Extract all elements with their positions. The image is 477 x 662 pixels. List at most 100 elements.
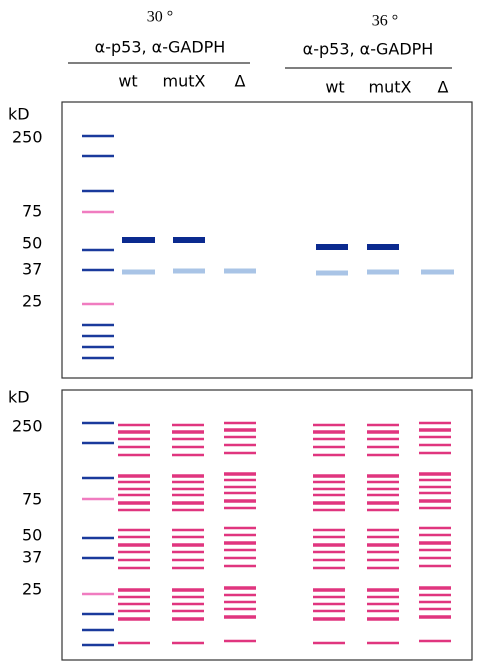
band <box>313 551 345 554</box>
unit-label: kD <box>8 388 30 407</box>
band <box>419 557 451 560</box>
band <box>224 549 256 552</box>
band <box>313 438 345 441</box>
band <box>313 567 345 570</box>
band <box>118 488 150 491</box>
marker-label: 250 <box>12 417 43 436</box>
band <box>172 488 204 491</box>
band <box>367 438 399 441</box>
band <box>367 617 399 621</box>
band <box>118 509 150 512</box>
band <box>367 270 399 275</box>
band <box>82 346 114 349</box>
band <box>172 567 204 570</box>
lane-label: mutX <box>369 78 412 97</box>
band <box>118 481 150 484</box>
band <box>172 551 204 554</box>
band <box>313 536 345 539</box>
band <box>172 509 204 512</box>
band <box>82 477 114 480</box>
band <box>367 501 399 505</box>
temperature: 30 ° <box>147 9 173 26</box>
band <box>82 135 114 138</box>
band <box>367 551 399 554</box>
band <box>419 608 451 611</box>
band <box>118 529 150 532</box>
unit-label: kD <box>8 105 30 124</box>
lane-label: Δ <box>235 72 246 91</box>
band <box>419 499 451 503</box>
band <box>172 494 204 497</box>
band <box>118 551 150 554</box>
band <box>419 565 451 568</box>
band <box>313 642 345 645</box>
band <box>172 430 204 434</box>
band <box>118 446 150 449</box>
band <box>172 543 204 547</box>
band <box>313 588 345 592</box>
band <box>224 436 256 439</box>
band <box>419 594 451 597</box>
band <box>118 543 150 547</box>
band <box>313 617 345 621</box>
band <box>224 444 256 447</box>
band <box>224 541 256 545</box>
band <box>313 446 345 449</box>
band <box>313 559 345 562</box>
band <box>224 594 256 597</box>
band <box>419 640 451 643</box>
marker-label: 75 <box>22 202 42 221</box>
band <box>118 430 150 434</box>
band <box>172 454 204 457</box>
band <box>419 436 451 439</box>
band <box>419 444 451 447</box>
band <box>118 596 150 599</box>
band <box>172 424 204 427</box>
band <box>367 588 399 592</box>
band <box>82 442 114 445</box>
band <box>173 237 205 243</box>
band <box>224 557 256 560</box>
band <box>313 603 345 606</box>
antibodies: α-p53, α-GADPH <box>303 40 434 59</box>
band <box>316 271 348 276</box>
band <box>172 603 204 606</box>
band <box>367 494 399 497</box>
band <box>419 422 451 425</box>
band <box>82 498 114 501</box>
band <box>172 559 204 562</box>
band <box>118 424 150 427</box>
band <box>224 492 256 495</box>
band <box>172 529 204 532</box>
band <box>224 615 256 619</box>
temperature: 36 ° <box>372 13 398 30</box>
band <box>82 593 114 596</box>
band <box>172 617 204 621</box>
band <box>224 586 256 590</box>
antibodies: α-p53, α-GADPH <box>95 38 226 57</box>
band <box>82 357 114 360</box>
band <box>118 536 150 539</box>
lane-label: Δ <box>438 78 449 97</box>
band <box>82 422 114 425</box>
band <box>367 488 399 491</box>
band <box>419 492 451 495</box>
band <box>224 640 256 643</box>
band <box>118 454 150 457</box>
band <box>172 438 204 441</box>
band <box>313 543 345 547</box>
band <box>367 481 399 484</box>
band <box>367 529 399 532</box>
band <box>367 642 399 645</box>
band <box>224 428 256 432</box>
band <box>313 454 345 457</box>
marker-label: 250 <box>12 128 43 147</box>
marker-label: 37 <box>22 548 42 567</box>
band <box>313 509 345 512</box>
band <box>367 596 399 599</box>
band <box>313 481 345 484</box>
band <box>118 494 150 497</box>
band <box>367 559 399 562</box>
band <box>224 608 256 611</box>
band <box>122 237 155 243</box>
